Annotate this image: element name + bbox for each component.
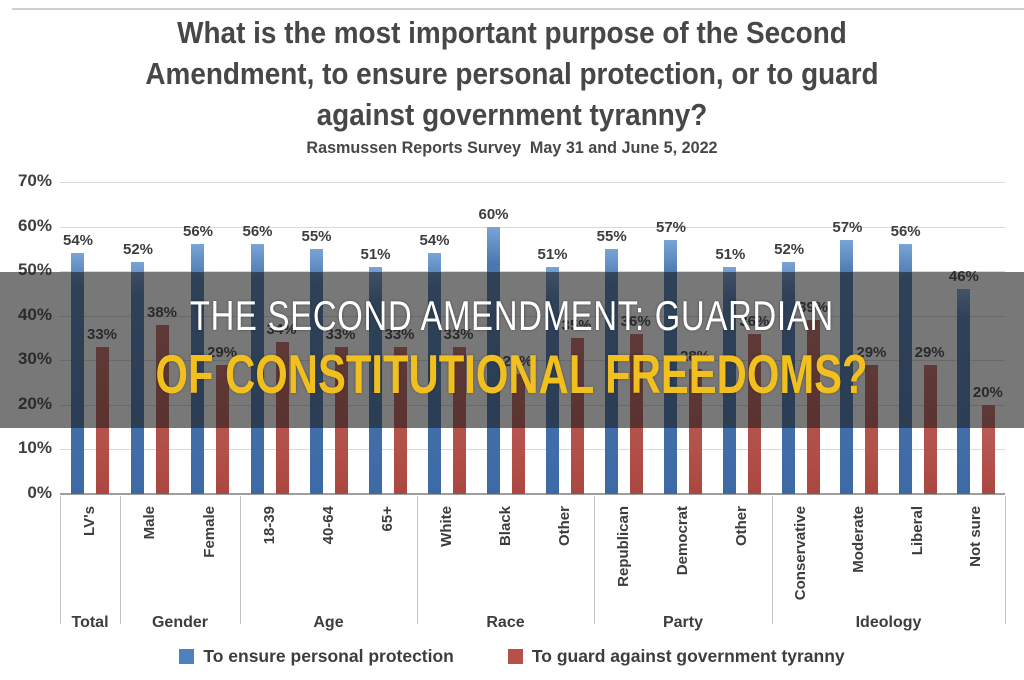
chart-subtitle: Rasmussen Reports Survey May 31 and June…: [306, 138, 718, 157]
bar-value-label-blue-65+: 51%: [360, 245, 391, 263]
x-axis-category-label-Other: Other: [555, 506, 573, 547]
y-tick-label-60: 60%: [17, 215, 52, 235]
bar-value-label-blue-Liberal: 56%: [890, 223, 921, 241]
x-axis-category-label-65+: 65+: [378, 506, 396, 532]
chart-title: What is the most important purpose of th…: [0, 12, 1024, 158]
legend-label-government-tyranny: To guard against government tyranny: [531, 646, 845, 666]
legend-item-government-tyranny: To guard against government tyranny: [507, 646, 845, 667]
x-axis-category-label-Democrat: Democrat: [674, 506, 691, 576]
legend-label-personal-protection: To ensure personal protection: [203, 646, 454, 666]
gridline-50: [60, 271, 1005, 273]
x-axis-category-label-LV's: LV's: [81, 506, 98, 536]
group-separator-3: [417, 496, 418, 624]
x-axis-category-label-Republican: Republican: [614, 506, 632, 587]
group-separator-2: [240, 496, 241, 624]
x-axis-category-label-Liberal: Liberal: [908, 506, 926, 556]
bar-value-label-blue-18-39: 56%: [242, 223, 273, 241]
bar-value-label-blue-Conservative: 52%: [774, 241, 805, 259]
x-axis-category-label-40-64: 40-64: [319, 506, 337, 545]
bar-value-label-blue-40-64: 55%: [301, 227, 332, 245]
group-separator-5: [772, 496, 773, 624]
x-axis-category-label-Moderate: Moderate: [850, 506, 868, 573]
bar-value-label-blue-Female: 56%: [182, 223, 214, 241]
x-axis-group-label-Ideology: Ideology: [855, 614, 922, 631]
bar-value-label-blue-Republican: 55%: [596, 227, 627, 245]
x-axis-group-label-Race: Race: [486, 614, 525, 631]
gridline-10: [60, 449, 1005, 451]
title-line-2: Amendment, to ensure personal protection…: [145, 56, 879, 91]
x-axis-category-label-Male: Male: [141, 506, 158, 540]
legend-swatch-red: [507, 649, 523, 664]
bar-value-label-blue-Other: 51%: [715, 245, 746, 263]
legend-item-personal-protection: To ensure personal protection: [179, 646, 454, 667]
group-separator-6: [1005, 496, 1006, 624]
x-axis-group-label-Total: Total: [71, 614, 109, 631]
y-tick-label-0: 0%: [27, 483, 52, 502]
x-axis-category-label-Conservative: Conservative: [792, 506, 810, 601]
x-axis-group-label-Gender: Gender: [151, 614, 208, 631]
gridline-60: [60, 226, 1005, 228]
group-separator-0: [60, 496, 61, 624]
x-axis-category-label-18-39: 18-39: [260, 506, 278, 545]
title-line-1: What is the most important purpose of th…: [177, 15, 847, 50]
gridline-70: [60, 182, 1005, 183]
bar-value-label-blue-Male: 52%: [122, 241, 154, 259]
top-border-line: [12, 8, 1024, 10]
overlay-banner: THE SECOND AMENDMENT: GUARDIAN OF CONSTI…: [0, 272, 1024, 428]
x-axis-line: [60, 493, 1005, 495]
y-tick-label-10: 10%: [17, 438, 52, 458]
x-axis-category-label-Black: Black: [496, 506, 514, 547]
legend-swatch-blue: [179, 649, 195, 664]
x-axis-category-label-Female: Female: [201, 506, 218, 558]
x-axis-category-label-White: White: [437, 506, 455, 547]
bar-value-label-blue-Black: 60%: [478, 205, 509, 223]
y-tick-label-70: 70%: [17, 171, 52, 190]
x-axis-group-label-Party: Party: [662, 614, 704, 631]
group-separator-4: [594, 496, 595, 624]
x-axis-category-label-Not sure: Not sure: [966, 506, 984, 567]
bar-value-label-blue-Democrat: 57%: [655, 218, 687, 236]
banner-headline-line-2: OF CONSTITUTIONAL FREEDOMS?: [155, 343, 869, 405]
x-axis-group-label-Age: Age: [313, 614, 344, 631]
legend: To ensure personal protection To guard a…: [0, 646, 1024, 667]
bar-value-label-blue-Moderate: 57%: [832, 218, 863, 236]
bar-value-label-blue-White: 54%: [419, 232, 450, 250]
bar-value-label-blue-Other: 51%: [537, 245, 568, 263]
title-line-3: against government tyranny?: [316, 97, 708, 132]
bar-value-label-blue-LV's: 54%: [62, 232, 94, 250]
banner-headline-line-1: THE SECOND AMENDMENT: GUARDIAN: [189, 292, 835, 339]
group-separator-1: [120, 496, 121, 624]
x-axis-category-label-Other: Other: [733, 506, 751, 547]
